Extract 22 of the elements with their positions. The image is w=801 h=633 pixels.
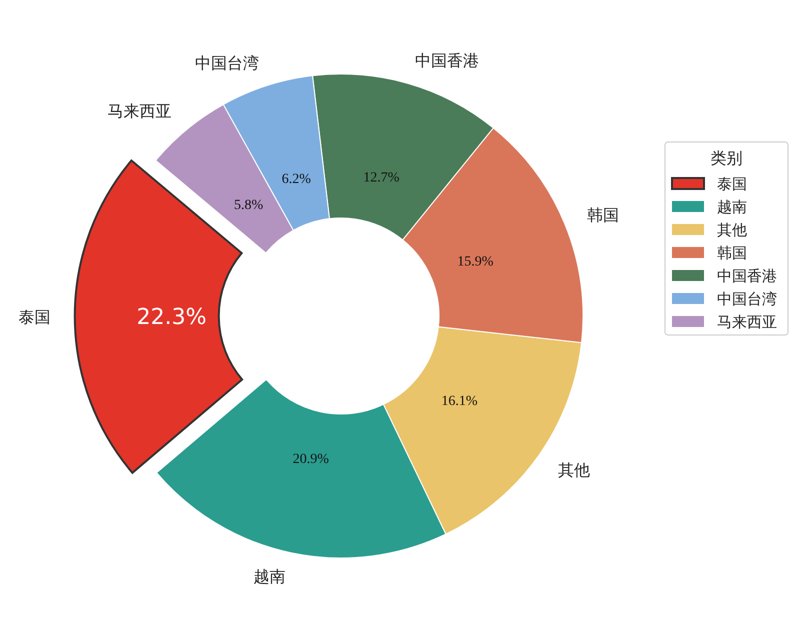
data-label: 12.7% [363,170,400,186]
slice-label: 中国香港 [414,52,479,70]
data-label: 15.9% [457,254,494,270]
data-label: 20.9% [292,452,330,467]
legend-label: 中国香港 [717,268,777,285]
legend-label: 泰国 [717,176,747,193]
legend-label: 马来西亚 [717,314,777,331]
data-label: 16.1% [441,394,478,409]
data-label: 5.8% [234,198,264,213]
data-label: 6.2% [282,172,312,187]
slice-label: 韩国 [587,206,620,224]
legend-label: 越南 [717,198,747,216]
legend-label: 韩国 [717,244,747,262]
slice-label: 其他 [558,461,590,480]
data-label: 22.3% [136,305,207,330]
legend-label: 中国台湾 [717,290,777,308]
legend-label: 其他 [717,222,747,239]
slice-label: 泰国 [18,310,51,327]
slice-label: 中国台湾 [195,54,260,72]
slice-label: 马来西亚 [108,102,172,120]
legend-title: 类别 [710,150,742,168]
slice-label: 越南 [254,568,286,586]
